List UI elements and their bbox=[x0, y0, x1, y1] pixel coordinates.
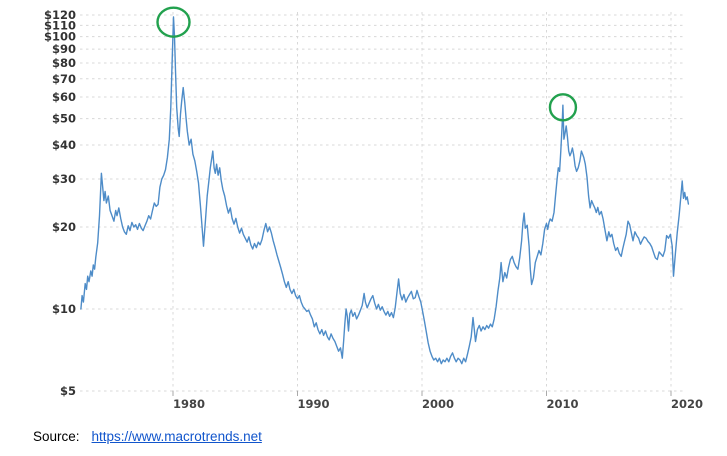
y-axis-tick-label: $10 bbox=[52, 302, 76, 316]
y-axis-tick-label: $50 bbox=[52, 112, 76, 126]
y-axis-tick-label: $110 bbox=[44, 18, 76, 32]
y-axis-tick-label: $120 bbox=[44, 8, 76, 22]
y-axis-tick-label: $60 bbox=[52, 90, 76, 104]
y-axis-tick-label: $100 bbox=[44, 30, 76, 44]
x-axis-tick-label: 1990 bbox=[297, 397, 329, 411]
peak-1980-circle bbox=[156, 6, 191, 38]
x-axis-tick-label: 2000 bbox=[422, 397, 454, 411]
line-chart-svg: $5 $10 $20 $30 $40 $50 $60 $70 $80$90$100$110$12… bbox=[44, 6, 703, 411]
source-label: Source: bbox=[33, 429, 80, 444]
x-axis-tick-label: 2020 bbox=[671, 397, 703, 411]
peak-2011-circle bbox=[548, 93, 578, 122]
price-line-series bbox=[80, 16, 690, 365]
source-link[interactable]: https://www.macrotrends.net bbox=[91, 429, 262, 444]
source-row: Source: https://www.macrotrends.net bbox=[33, 429, 262, 444]
y-axis-tick-label: $70 bbox=[52, 72, 76, 86]
y-axis-tick-label: $40 bbox=[52, 138, 76, 152]
price-history-chart: $5 $10 $20 $30 $40 $50 $60 $70 $80 $90 $100 $110 $12… bbox=[44, 6, 703, 411]
y-axis-tick-label: $30 bbox=[52, 172, 76, 186]
x-axis-tick-label: 2010 bbox=[546, 397, 578, 411]
x-axis-tick-label: 1980 bbox=[173, 397, 205, 411]
y-axis-tick-label: $20 bbox=[52, 220, 76, 234]
y-axis-tick-label: $80 bbox=[52, 56, 76, 70]
y-axis-tick-label: $5 bbox=[60, 384, 76, 398]
y-axis-tick-label: $90 bbox=[52, 42, 76, 56]
